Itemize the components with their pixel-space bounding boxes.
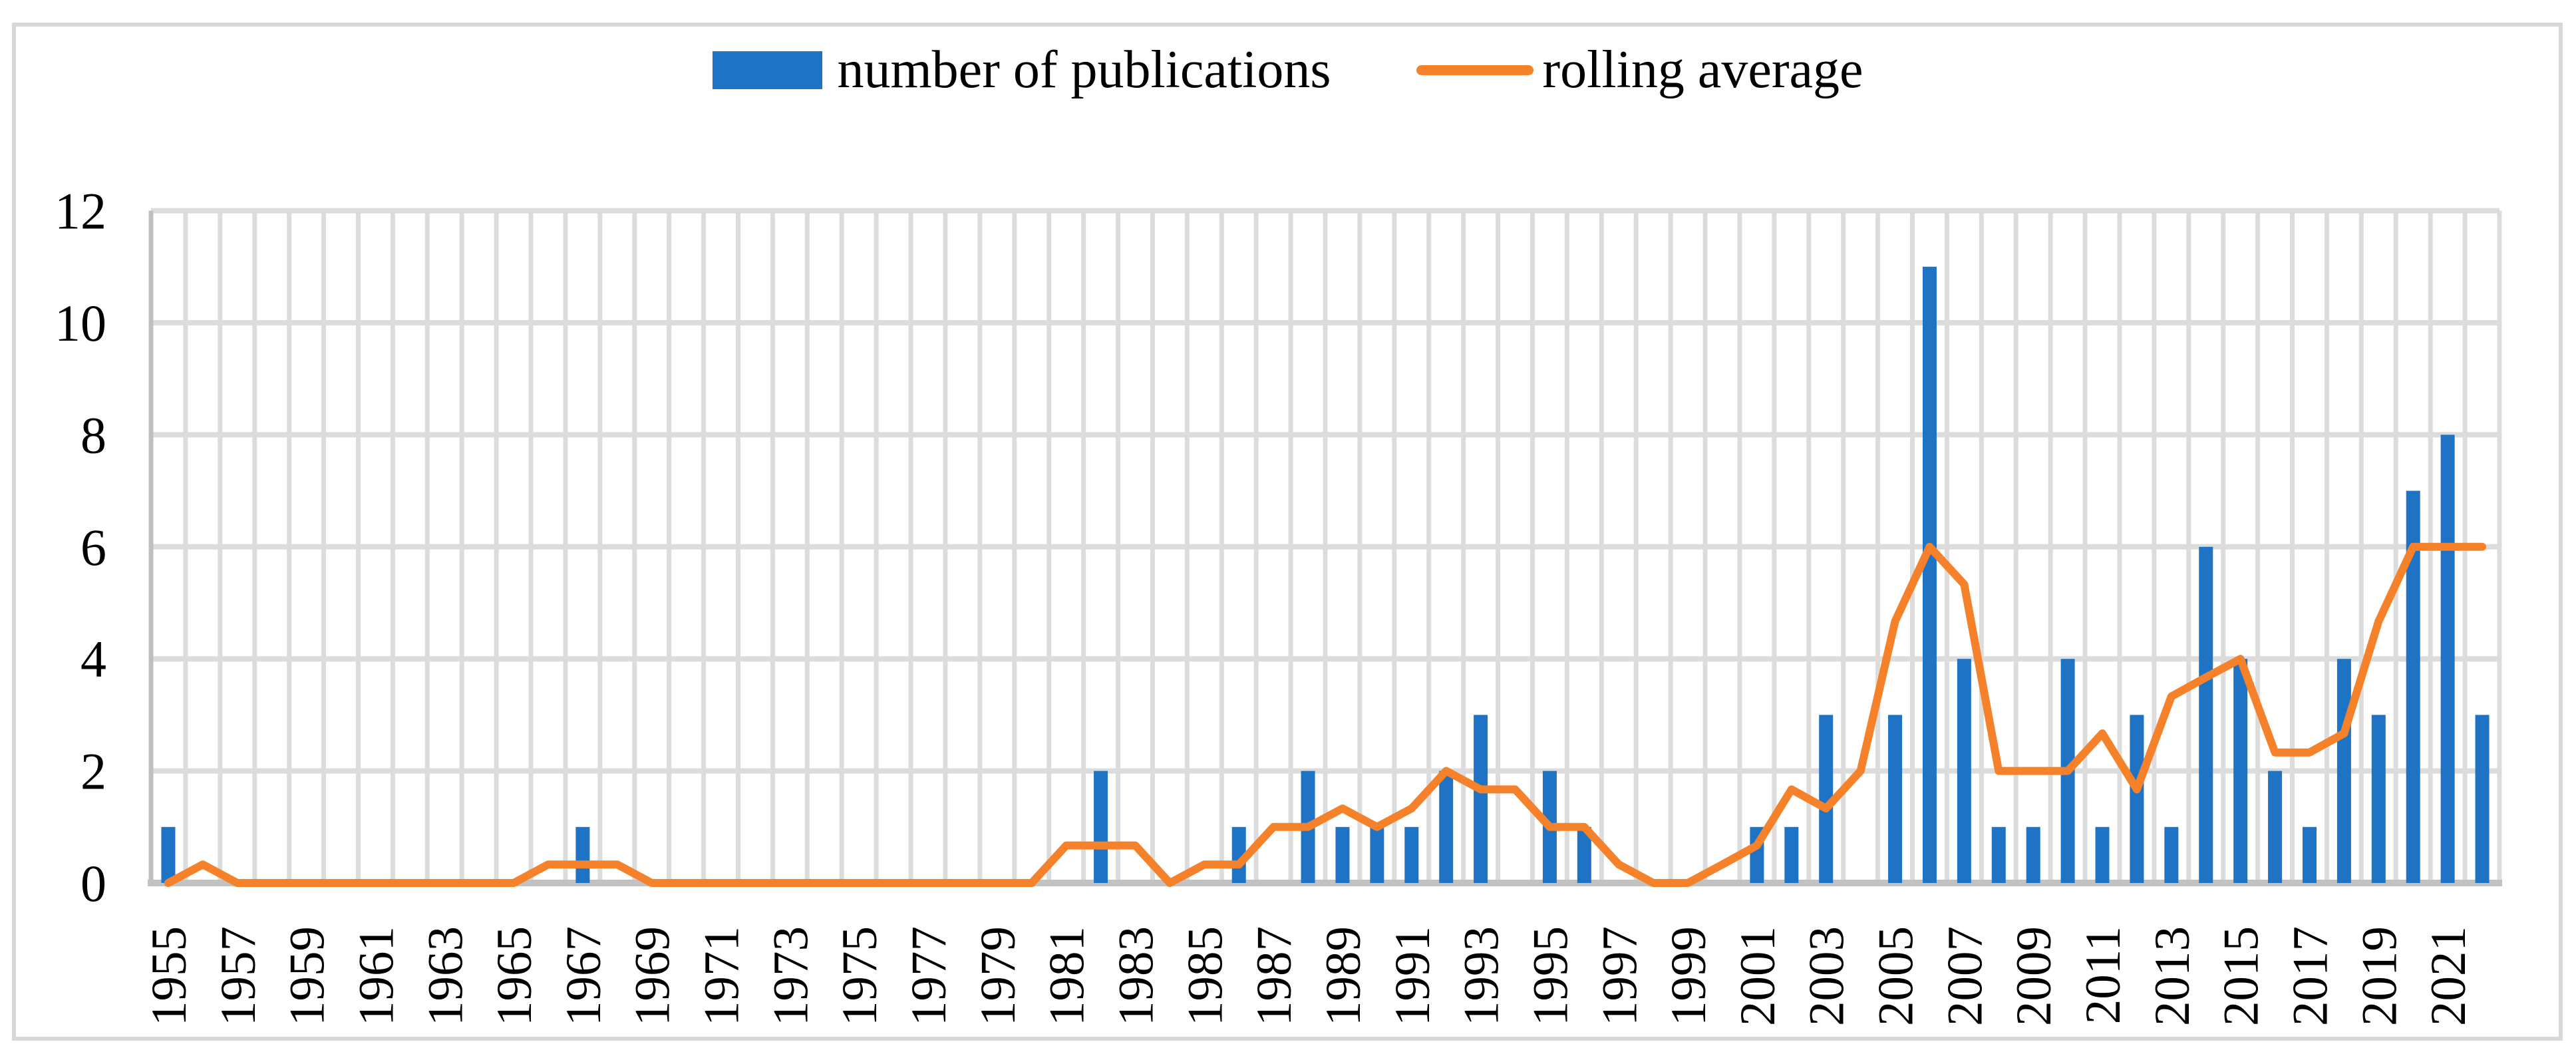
x-tick-label: 1991 [1385,926,1440,1026]
x-tick-label: 2017 [2283,926,2338,1026]
bar-2014 [2199,546,2213,883]
bar-2002 [1784,826,1799,883]
x-tick-label: 2011 [2076,926,2131,1024]
bar-1990 [1370,826,1384,883]
bar-2007 [1957,659,1971,883]
y-tick-label: 10 [55,294,106,352]
x-tick-label: 1969 [625,926,681,1026]
bar-2021 [2440,435,2455,883]
y-tick-label: 12 [55,182,106,240]
x-tick-label: 2021 [2421,926,2476,1026]
x-tick-label: 1975 [832,926,887,1026]
x-tick-label: 1993 [1454,926,1510,1026]
bar-2019 [2371,715,2386,883]
x-tick-label: 1961 [349,926,404,1026]
x-tick-label: 1977 [901,926,957,1026]
x-tick-label: 1955 [142,926,197,1026]
y-tick-label: 8 [80,406,106,464]
x-tick-label: 1995 [1523,926,1578,1026]
bar-2017 [2302,826,2317,883]
bar-2013 [2164,826,2179,883]
bar-2015 [2233,659,2248,883]
x-tick-label: 2019 [2352,926,2407,1026]
y-tick-label: 2 [80,743,106,800]
x-tick-label: 1957 [211,926,266,1026]
rolling-average-line [164,542,2487,887]
bar-1989 [1335,826,1350,883]
y-tick-label: 6 [80,518,106,576]
x-tick-label: 1989 [1316,926,1371,1026]
bar-1991 [1404,826,1419,883]
x-tick-label: 2001 [1730,926,1786,1026]
x-tick-label: 1981 [1040,926,1095,1026]
x-tick-label: 1959 [280,926,335,1026]
x-tick-label: 1963 [418,926,473,1026]
x-tick-label: 2013 [2145,926,2200,1026]
bar-1955 [161,826,176,883]
bar-2006 [1922,266,1937,883]
bar-1996 [1577,826,1591,883]
bar-1993 [1474,715,1488,883]
bar-2018 [2336,659,2351,883]
x-tick-label: 1965 [487,926,542,1026]
x-tick-label: 1967 [556,926,611,1026]
bar-2009 [2026,826,2040,883]
bar-2005 [1888,715,1903,883]
x-tick-label: 1999 [1661,926,1716,1026]
legend-bars-label: number of publications [837,41,1331,99]
bar-2011 [2095,826,2110,883]
y-tick-label: 0 [80,854,106,912]
x-tick-label: 1971 [695,926,750,1026]
x-tick-label: 2009 [2007,926,2062,1026]
chart-legend: number of publications rolling average [0,40,2576,100]
x-tick-label: 1987 [1247,926,1302,1026]
bar-1967 [575,826,590,883]
y-tick-label: 4 [80,630,106,688]
bar-2022 [2475,715,2490,883]
x-tick-label: 1985 [1178,926,1233,1026]
x-tick-label: 2005 [1869,926,1924,1026]
legend-line-swatch-icon [1416,65,1533,75]
bar-1992 [1439,771,1454,883]
bar-1982 [1094,771,1108,883]
x-tick-label: 1997 [1592,926,1647,1026]
legend-bar-swatch-icon [713,51,823,89]
x-tick-label: 1973 [763,926,818,1026]
x-tick-label: 1983 [1108,926,1164,1026]
bar-2020 [2406,490,2420,883]
x-tick-label: 1979 [971,926,1026,1026]
x-tick-label: 2003 [1800,926,1855,1026]
bar-1986 [1231,826,1246,883]
bar-2012 [2130,715,2144,883]
x-tick-label: 2007 [1937,926,1993,1026]
bar-2003 [1819,715,1834,883]
x-tick-label: 2015 [2214,926,2269,1026]
bar-2008 [1991,826,2006,883]
bar-2016 [2268,771,2283,883]
legend-line-label: rolling average [1542,41,1863,99]
